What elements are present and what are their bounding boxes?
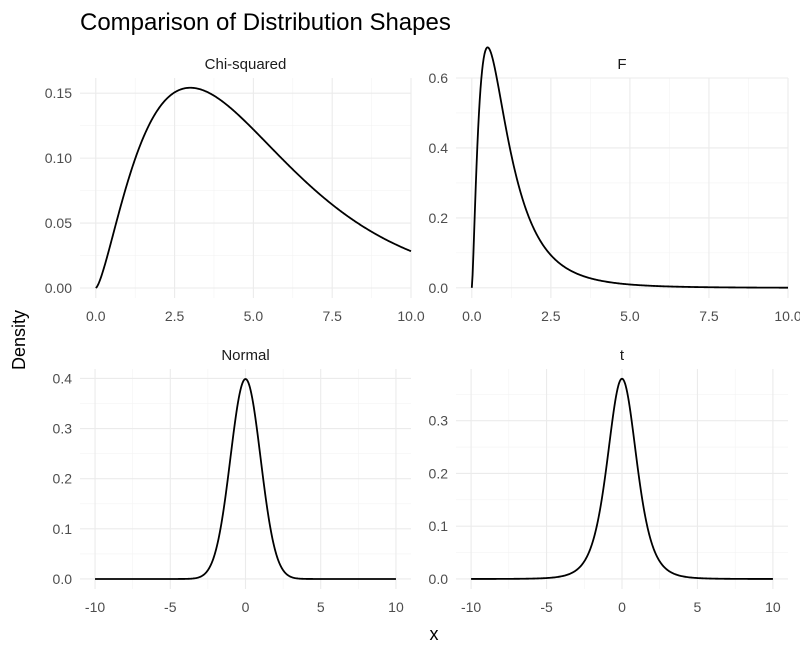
panel-f: 0.0 2.5 5.0 7.5 10.0 0.0 0.2 0.4 0.6 F <box>429 46 800 324</box>
y-tick-label: 0.4 <box>429 140 449 156</box>
y-tick-label: 0.1 <box>429 518 449 534</box>
y-tick-label: 0.0 <box>53 571 73 587</box>
x-tick-label: -5 <box>540 599 553 615</box>
x-tick-label: 7.5 <box>699 308 719 324</box>
facet-panels: 0.0 2.5 5.0 7.5 10.00.000.050.100.15Chi-squa… <box>45 46 800 615</box>
y-tick-label: 0.05 <box>45 215 72 231</box>
x-tick-label: 0 <box>242 599 250 615</box>
facet-strip-label: Chi-squared <box>205 56 287 73</box>
x-axis-title: x <box>430 624 439 644</box>
x-tick-label: 10.0 <box>774 308 800 324</box>
facet-strip-label: Normal <box>221 347 269 364</box>
facet-strip-label: F <box>617 56 626 73</box>
x-tick-label: 5.0 <box>244 308 264 324</box>
x-tick-label: 10.0 <box>397 308 424 324</box>
x-tick-label: 0.0 <box>462 308 482 324</box>
y-tick-label: 0.0 <box>429 280 449 296</box>
y-tick-label: 0.3 <box>429 413 449 429</box>
x-tick-label: 7.5 <box>322 308 342 324</box>
y-tick-label: 0.3 <box>53 421 73 437</box>
x-tick-label: 5 <box>694 599 702 615</box>
y-tick-label: 0.15 <box>45 85 72 101</box>
y-tick-label: 0.4 <box>53 370 73 386</box>
density-line-normal <box>94 378 397 580</box>
y-tick-label: 0.2 <box>429 465 449 481</box>
x-tick-label: -10 <box>85 599 105 615</box>
x-tick-label: -10 <box>461 599 481 615</box>
y-tick-label: 0.2 <box>429 210 449 226</box>
chart-title: Comparison of Distribution Shapes <box>80 9 451 36</box>
y-tick-label: 0.2 <box>53 471 73 487</box>
panel-normal: -10 -5 0 5 10 0.0 0.1 0.2 0.3 0.4 Normal <box>53 347 411 615</box>
y-axis-title: Density <box>9 310 29 370</box>
x-tick-label: 5 <box>317 599 325 615</box>
facet-strip-label: t <box>620 347 625 364</box>
x-tick-label: -5 <box>164 599 177 615</box>
panel-t: -10 -5 0 5 10 0.0 0.1 0.2 0.3 t <box>429 347 788 615</box>
x-tick-label: 0.0 <box>86 308 106 324</box>
y-tick-label: 0.10 <box>45 150 72 166</box>
x-tick-label: 5.0 <box>620 308 640 324</box>
y-tick-label: 0.1 <box>53 521 73 537</box>
x-tick-label: 2.5 <box>541 308 561 324</box>
density-line-t <box>470 377 774 580</box>
y-tick-label: 0.00 <box>45 280 72 296</box>
density-line-f <box>470 46 789 289</box>
y-tick-label: 0.0 <box>429 571 449 587</box>
x-tick-label: 2.5 <box>165 308 185 324</box>
x-tick-label: 10 <box>765 599 781 615</box>
x-tick-label: 10 <box>388 599 404 615</box>
density-line-chisq <box>95 86 412 289</box>
panel-chi-squared: 0.0 2.5 5.0 7.5 10.0 0.00 0.05 0.10 0.15 Chi-squa… <box>45 56 425 324</box>
y-tick-label: 0.6 <box>429 70 449 86</box>
x-tick-label: 0 <box>618 599 626 615</box>
